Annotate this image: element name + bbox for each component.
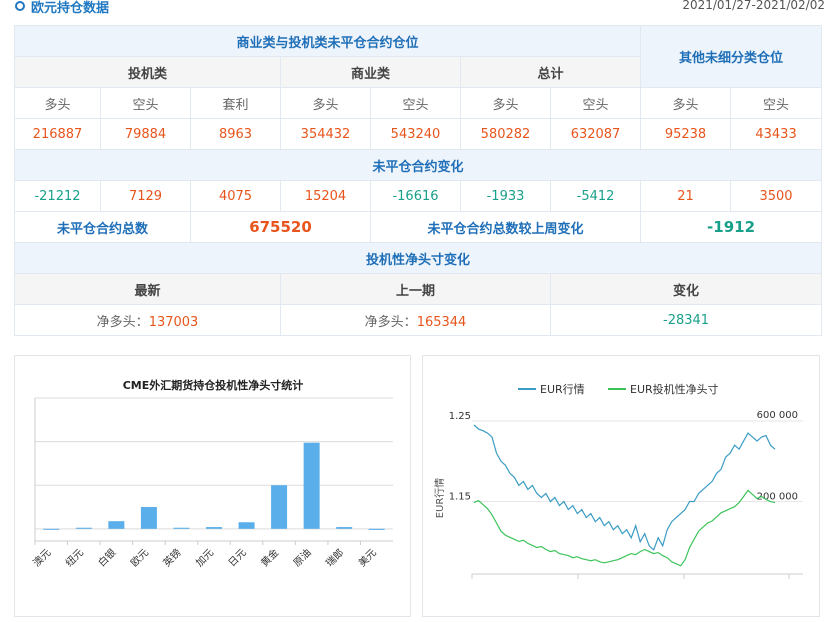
total-oi-label: 未平仓合约总数 bbox=[14, 211, 191, 243]
section-open-interest: 商业类与投机类未平仓合约仓位 bbox=[13, 25, 642, 57]
date-range: 2021/01/27-2021/02/02 bbox=[682, 0, 825, 12]
chart-title: CME外汇期货持仓投机性净头寸统计 bbox=[123, 378, 304, 392]
series-line bbox=[473, 489, 776, 567]
bar bbox=[206, 527, 222, 529]
change-value: 15204 bbox=[280, 180, 371, 212]
group-speculative: 投机类 bbox=[14, 56, 281, 88]
bar bbox=[43, 528, 60, 530]
legend-label: EUR投机性净头寸 bbox=[630, 382, 719, 396]
x-tick-label: 美元 bbox=[356, 546, 379, 569]
x-tick-label: 黄金 bbox=[258, 546, 281, 569]
line-chart-panel: EUR行情 EUR投机性净头寸 1.25 1.15 600 000 200 000 EUR行… bbox=[422, 355, 820, 617]
bar bbox=[140, 507, 157, 529]
position-value: 43433 bbox=[730, 118, 823, 150]
total-oi-value: 675520 bbox=[190, 211, 371, 243]
change-value: 7129 bbox=[100, 180, 191, 212]
x-tick-label: 原油 bbox=[290, 546, 313, 569]
legend-label: EUR行情 bbox=[540, 383, 585, 396]
group-commercial: 商业类 bbox=[280, 56, 461, 88]
net-latest-label: 最新 bbox=[14, 273, 281, 305]
x-tick-label: 瑞郎 bbox=[323, 546, 346, 569]
change-value: -1933 bbox=[460, 180, 551, 212]
position-value: 580282 bbox=[460, 118, 551, 150]
col-header: 空头 bbox=[370, 87, 461, 119]
position-value: 216887 bbox=[14, 118, 101, 150]
col-header: 多头 bbox=[14, 87, 101, 119]
net-long-prefix: 净多头： bbox=[96, 314, 149, 330]
bar bbox=[336, 527, 353, 529]
col-header: 多头 bbox=[460, 87, 551, 119]
position-value: 354432 bbox=[280, 118, 371, 150]
bar bbox=[368, 528, 385, 530]
page-title: 欧元持仓数据 bbox=[31, 1, 110, 16]
net-latest: 净多头：137003 bbox=[14, 304, 281, 336]
change-value: 3500 bbox=[730, 180, 823, 212]
x-tick-label: 澳元 bbox=[30, 546, 53, 569]
section-other: 其他未细分类仓位 bbox=[640, 25, 823, 88]
left-tick-label: 1.25 bbox=[449, 411, 471, 422]
left-tick-label: 1.15 bbox=[449, 492, 471, 503]
right-tick-label: 600 000 bbox=[757, 410, 798, 421]
col-header: 套利 bbox=[190, 87, 281, 119]
bar bbox=[108, 521, 125, 529]
right-tick-label: 200 000 bbox=[757, 492, 798, 503]
x-tick-label: 欧元 bbox=[128, 547, 151, 570]
section-change: 未平仓合约变化 bbox=[13, 149, 823, 181]
col-header: 空头 bbox=[730, 87, 823, 119]
positions-table: 商业类与投机类未平仓合约仓位 其他未细分类仓位 投机类 商业类 总计 多头 空头… bbox=[13, 25, 823, 336]
change-value: -5412 bbox=[549, 180, 642, 212]
net-prev-label: 上一期 bbox=[280, 273, 551, 305]
net-long-prefix: 净多头： bbox=[364, 314, 417, 330]
section-net: 投机性净头寸变化 bbox=[13, 242, 823, 274]
net-latest-value: 137003 bbox=[148, 314, 199, 330]
bar-chart-panel: CME外汇期货持仓投机性净头寸统计澳元 纽元 白银 欧元 英镑 加元 日元 黄金 原油 瑞郎 美元 bbox=[14, 355, 411, 617]
position-value: 8963 bbox=[190, 118, 281, 150]
col-header: 多头 bbox=[640, 87, 732, 119]
col-header: 空头 bbox=[100, 87, 191, 119]
series-line bbox=[473, 424, 776, 551]
position-value: 95238 bbox=[640, 118, 732, 150]
bar bbox=[75, 527, 92, 529]
change-value: -16616 bbox=[370, 180, 461, 212]
position-value: 543240 bbox=[370, 118, 461, 150]
x-tick-label: 日元 bbox=[227, 547, 249, 569]
net-change-label: 变化 bbox=[549, 273, 823, 305]
change-value: 4075 bbox=[190, 180, 281, 212]
col-header: 空头 bbox=[549, 87, 642, 119]
x-tick-label: 白银 bbox=[95, 546, 118, 569]
bar bbox=[173, 527, 190, 529]
col-header: 多头 bbox=[280, 87, 371, 119]
circle-icon bbox=[15, 1, 25, 11]
bar bbox=[271, 485, 288, 529]
x-tick-label: 英镑 bbox=[160, 546, 183, 569]
x-tick-label: 纽元 bbox=[63, 546, 86, 569]
change-value: -21212 bbox=[14, 180, 101, 212]
change-value: 21 bbox=[640, 180, 732, 212]
position-value: 632087 bbox=[549, 118, 642, 150]
net-prev: 净多头：165344 bbox=[280, 304, 551, 336]
total-oi-change-label: 未平仓合约总数较上周变化 bbox=[369, 211, 642, 243]
bar bbox=[238, 522, 255, 529]
y-axis-label: EUR行情 bbox=[433, 478, 446, 519]
net-change-value: -28341 bbox=[549, 304, 823, 336]
x-tick-label: 加元 bbox=[193, 547, 216, 570]
total-oi-change-value: -1912 bbox=[640, 211, 823, 243]
position-value: 79884 bbox=[100, 118, 191, 150]
page-header: 欧元持仓数据 2021/01/27-2021/02/02 bbox=[0, 0, 833, 20]
line-chart: EUR行情 EUR投机性净头寸 1.25 1.15 600 000 200 000 EUR行… bbox=[433, 382, 803, 579]
bar bbox=[303, 442, 320, 529]
net-prev-value: 165344 bbox=[416, 314, 467, 330]
group-total: 总计 bbox=[459, 56, 642, 88]
